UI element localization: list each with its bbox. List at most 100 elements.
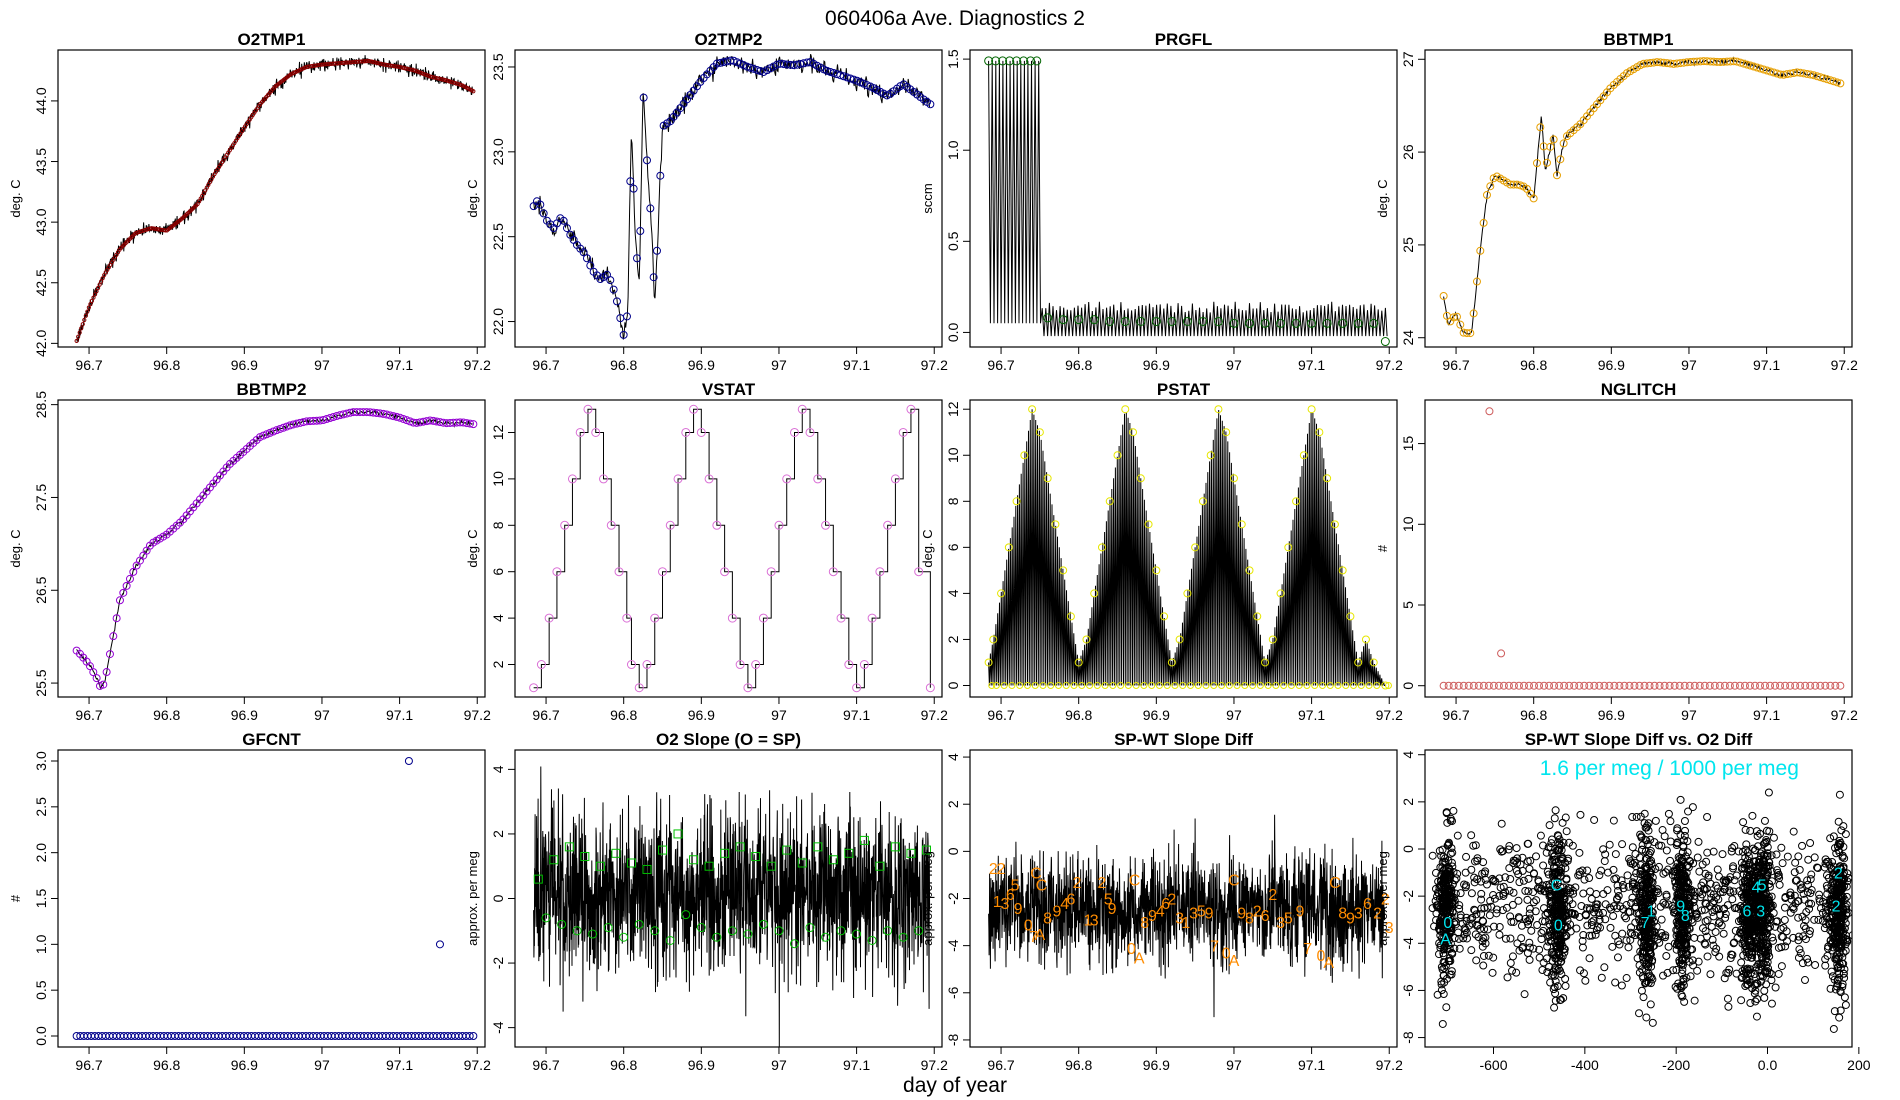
- data-point: [1826, 984, 1835, 993]
- data-point: [1776, 681, 1785, 690]
- data-point: [1627, 923, 1636, 932]
- data-point: [1684, 807, 1693, 816]
- data-point: [115, 596, 124, 605]
- data-point: [1480, 925, 1489, 934]
- data-label: 9: [1676, 899, 1685, 916]
- data-point: [1470, 878, 1479, 887]
- data-label: 7: [1641, 915, 1650, 932]
- data-label: 4: [1752, 880, 1761, 897]
- y-tick-label: 4: [490, 765, 506, 773]
- data-label: 7: [1303, 941, 1312, 958]
- data-point: [1521, 886, 1530, 895]
- plot-area: [74, 55, 476, 344]
- data-point: [1767, 851, 1776, 860]
- data-point: [1542, 848, 1551, 857]
- data-point: [1551, 964, 1560, 973]
- data-point: [1555, 835, 1564, 844]
- data-point: [1760, 816, 1769, 825]
- data-point: [1546, 978, 1555, 987]
- data-point: [1657, 841, 1666, 850]
- series-line: [533, 54, 931, 340]
- data-point: [1750, 989, 1759, 998]
- data-point: [1801, 924, 1810, 933]
- x-tick-label: 97.2: [921, 1057, 948, 1073]
- data-point: [1206, 451, 1215, 460]
- data-point: [1639, 942, 1648, 951]
- data-point: [1276, 589, 1285, 598]
- x-tick-label: 96.9: [1143, 707, 1170, 723]
- data-point: [1831, 681, 1840, 690]
- data-label: 0: [1024, 917, 1033, 934]
- data-point: [712, 520, 722, 530]
- data-point: [1759, 939, 1768, 948]
- data-point: [1550, 681, 1559, 690]
- data-point: [1646, 835, 1655, 844]
- data-point: [1761, 838, 1770, 847]
- data-point: [1839, 969, 1848, 978]
- data-point: [1628, 813, 1637, 822]
- x-tick-label: 97.1: [1298, 707, 1325, 723]
- data-point: [1536, 831, 1545, 840]
- data-point: [1311, 681, 1319, 689]
- data-point: [1736, 928, 1745, 937]
- y-tick-label: 0: [1400, 682, 1416, 690]
- data-point: [1529, 944, 1538, 953]
- data-point: [619, 330, 628, 339]
- data-point: [1460, 930, 1469, 939]
- x-tick-label: 97.1: [1753, 357, 1780, 373]
- y-axis-label: approx. per meg: [920, 851, 935, 946]
- data-point: [1499, 889, 1508, 898]
- data-point: [1472, 277, 1481, 286]
- data-point: [1638, 845, 1647, 854]
- data-point: [1836, 885, 1845, 894]
- data-point: [1533, 884, 1542, 893]
- data-point: [1826, 896, 1835, 905]
- data-point: [129, 567, 138, 576]
- data-label: 0: [1554, 917, 1563, 934]
- data-point: [1835, 1013, 1844, 1022]
- data-point: [1587, 894, 1596, 903]
- data-point: [1593, 923, 1602, 932]
- data-point: [603, 923, 613, 933]
- data-point: [681, 427, 691, 437]
- y-tick-label: 28.5: [33, 391, 49, 418]
- data-point: [1506, 875, 1515, 884]
- x-tick-label: 96.7: [75, 1057, 102, 1073]
- data-point: [1700, 905, 1709, 914]
- data-point: [1789, 904, 1798, 913]
- plot-area: [984, 56, 1390, 347]
- data-point: [1578, 937, 1587, 946]
- x-tick-label: -400: [1571, 1057, 1599, 1073]
- data-point: [1734, 917, 1743, 926]
- data-point: [1695, 867, 1704, 876]
- x-tick-label: 97.1: [386, 1057, 413, 1073]
- y-axis-label: deg. C: [8, 179, 23, 217]
- data-point: [1762, 929, 1771, 938]
- data-point: [1670, 681, 1679, 690]
- data-point: [1556, 901, 1565, 910]
- data-point: [629, 184, 638, 193]
- data-point: [1681, 948, 1690, 957]
- panel-9: O2 Slope (O = SP) approx. per meg 96.7 96.8…: [465, 730, 948, 1073]
- data-point: [94, 289, 99, 294]
- x-tick-label: 97.1: [386, 357, 413, 373]
- data-point: [1646, 1000, 1655, 1009]
- data-point: [1540, 917, 1549, 926]
- data-point: [1445, 957, 1454, 966]
- data-point: [1055, 681, 1063, 689]
- data-point: [1530, 681, 1539, 690]
- data-point: [536, 660, 546, 670]
- x-tick-label: 97.2: [464, 707, 491, 723]
- data-point: [1828, 877, 1837, 886]
- data-point: [1489, 922, 1498, 931]
- data-point: [1608, 942, 1617, 951]
- y-tick-label: -2: [490, 957, 506, 970]
- data-point: [632, 254, 641, 263]
- data-point: [1487, 902, 1496, 911]
- data-point: [1431, 868, 1440, 877]
- data-point: [1656, 902, 1665, 911]
- data-point: [1750, 681, 1759, 690]
- data-point: [1557, 936, 1566, 945]
- data-point: [1384, 681, 1392, 689]
- data-point: [1555, 951, 1564, 960]
